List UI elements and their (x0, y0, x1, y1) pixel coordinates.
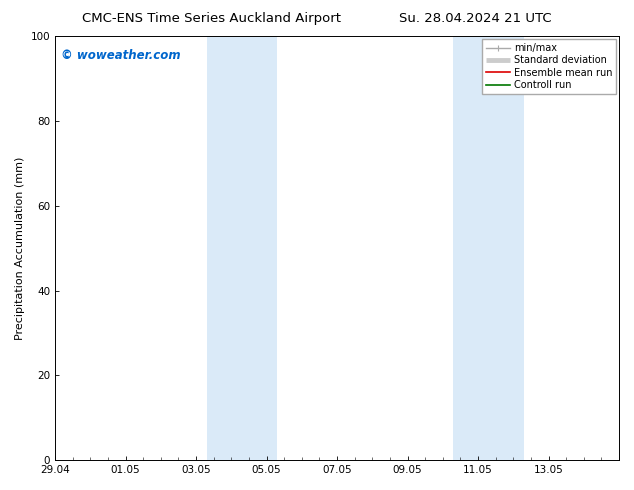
Y-axis label: Precipitation Accumulation (mm): Precipitation Accumulation (mm) (15, 156, 25, 340)
Text: Su. 28.04.2024 21 UTC: Su. 28.04.2024 21 UTC (399, 12, 552, 25)
Legend: min/max, Standard deviation, Ensemble mean run, Controll run: min/max, Standard deviation, Ensemble me… (482, 39, 616, 94)
Bar (207, 36, 277, 460)
Text: CMC-ENS Time Series Auckland Airport: CMC-ENS Time Series Auckland Airport (82, 12, 342, 25)
Text: © woweather.com: © woweather.com (61, 49, 180, 62)
Bar (453, 36, 524, 460)
